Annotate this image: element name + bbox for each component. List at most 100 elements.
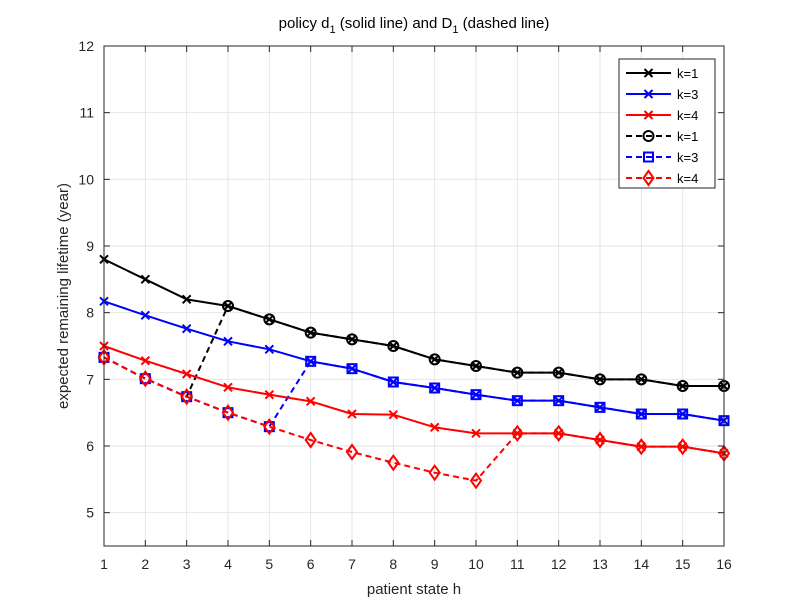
x-tick-label: 12 <box>551 556 567 572</box>
data-point-marker <box>181 323 192 334</box>
data-point-marker <box>264 389 275 400</box>
data-point-marker <box>180 387 193 406</box>
data-point-marker <box>677 441 688 452</box>
data-point-marker <box>636 409 647 419</box>
data-point-marker <box>139 369 152 388</box>
x-tick-label: 8 <box>389 556 397 572</box>
legend-marker <box>642 169 655 187</box>
legend-label: k=4 <box>677 171 698 186</box>
x-tick-label: 10 <box>468 556 484 572</box>
x-tick-label: 3 <box>183 556 191 572</box>
series-layer <box>97 254 731 490</box>
x-tick-label: 9 <box>431 556 439 572</box>
data-point-marker <box>429 422 440 433</box>
y-tick-label: 12 <box>78 38 94 54</box>
x-tick-label: 6 <box>307 556 315 572</box>
data-point-marker <box>471 389 481 400</box>
series-solid-k4 <box>99 341 729 459</box>
data-point-marker <box>223 336 233 347</box>
legend-item: k=3 <box>626 87 698 102</box>
legend-marker <box>642 130 655 142</box>
legend-marker <box>643 110 654 120</box>
data-point-marker <box>553 367 564 378</box>
data-point-marker <box>595 402 605 413</box>
legend-item: k=1 <box>626 66 698 81</box>
data-point-marker <box>263 313 276 326</box>
data-point-marker <box>677 409 688 419</box>
y-axis-label: expected remaining lifetime (year) <box>55 183 72 409</box>
y-tick-label: 9 <box>86 238 94 254</box>
series-line <box>103 258 724 387</box>
data-point-marker <box>223 382 233 393</box>
x-tick-label: 15 <box>675 556 691 572</box>
x-tick-label: 16 <box>716 556 732 572</box>
series-line <box>103 345 725 455</box>
chart-title: policy d1 (solid line) and D1 (dashed li… <box>279 15 550 36</box>
legend-label: k=3 <box>677 87 698 102</box>
data-point-marker <box>264 314 275 325</box>
x-tick-label: 7 <box>348 556 356 572</box>
data-point-marker <box>347 363 357 374</box>
y-tick-label: 8 <box>86 305 94 321</box>
x-axis-label: patient state h <box>367 581 461 598</box>
data-point-marker <box>304 431 317 449</box>
data-point-marker <box>429 383 440 393</box>
data-point-marker <box>636 441 647 452</box>
data-point-marker <box>471 428 481 439</box>
data-point-marker <box>512 367 523 378</box>
series-line <box>103 300 725 422</box>
data-point-marker <box>636 374 647 385</box>
legend-marker <box>643 151 654 163</box>
legend: k=1 k=3 k=4 k=1 k=3 k=4 <box>618 58 716 189</box>
legend-item: k=3 <box>626 150 698 165</box>
y-tick-label: 5 <box>86 505 94 521</box>
data-point-marker <box>512 395 523 406</box>
data-point-marker <box>305 356 316 367</box>
data-point-marker <box>305 396 316 407</box>
series-solid-k3 <box>99 296 729 426</box>
data-point-marker <box>140 274 151 285</box>
y-tick-label: 10 <box>78 171 94 187</box>
data-point-marker <box>428 463 441 482</box>
data-point-marker <box>387 453 400 472</box>
data-point-marker <box>347 334 357 345</box>
data-point-marker <box>429 354 440 365</box>
legend-marker <box>643 68 654 78</box>
x-tick-label: 4 <box>224 556 232 572</box>
legend-label: k=1 <box>677 66 698 81</box>
data-point-marker <box>388 377 399 387</box>
data-point-marker <box>512 428 523 439</box>
x-tick-label: 2 <box>141 556 149 572</box>
data-point-marker <box>264 344 275 355</box>
x-tick-label: 1 <box>100 556 108 572</box>
data-point-marker <box>140 310 151 321</box>
y-tick-label: 11 <box>79 105 94 121</box>
legend-marker <box>643 89 654 99</box>
legend-box <box>618 58 716 189</box>
data-point-marker <box>223 301 233 311</box>
data-point-marker <box>345 443 359 461</box>
legend-item: k=4 <box>626 169 698 187</box>
data-point-marker <box>388 341 399 351</box>
data-point-marker <box>595 374 605 385</box>
x-tick-label: 5 <box>265 556 273 572</box>
data-point-marker <box>347 409 357 419</box>
legend-item: k=1 <box>626 129 698 144</box>
data-point-marker <box>553 395 564 406</box>
data-point-marker <box>553 428 564 439</box>
data-point-marker <box>471 361 481 371</box>
x-tick-label: 11 <box>510 556 525 572</box>
x-tick-label: 13 <box>592 556 608 572</box>
legend-label: k=1 <box>677 129 698 144</box>
data-point-marker <box>181 294 192 305</box>
y-tick-label: 6 <box>86 438 94 454</box>
legend-label: k=3 <box>677 150 698 165</box>
data-point-marker <box>677 381 688 391</box>
data-point-marker <box>140 355 151 366</box>
data-point-marker <box>263 417 276 436</box>
x-tick-label: 14 <box>634 556 650 572</box>
plot-frame <box>103 45 725 547</box>
series-solid-k1 <box>99 254 729 391</box>
